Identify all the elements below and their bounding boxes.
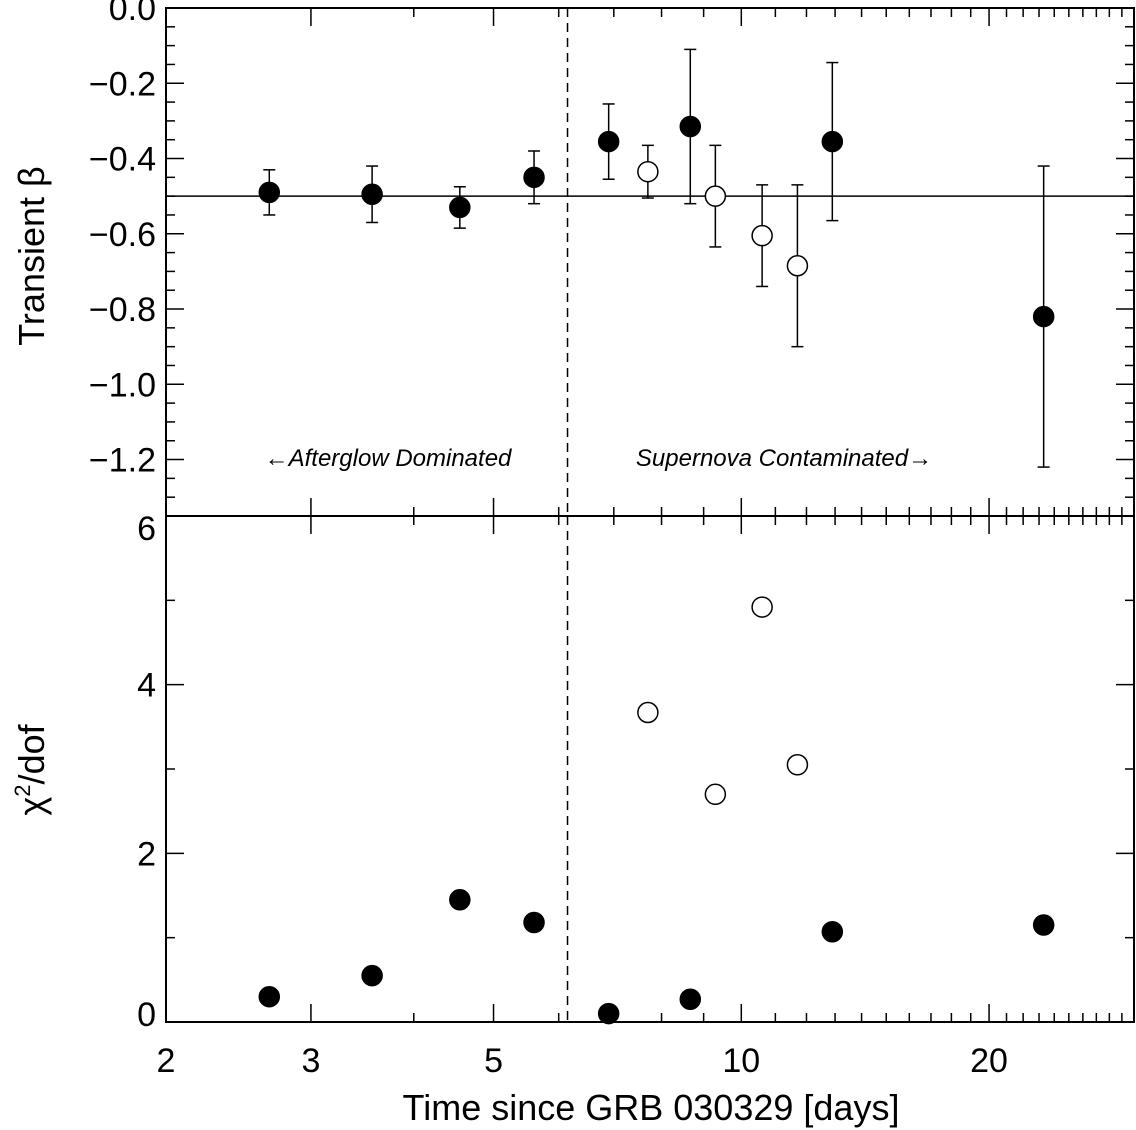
bottom-open-point xyxy=(637,701,659,724)
bottom-filled-point xyxy=(821,921,844,943)
top-plot-frame xyxy=(165,7,1135,517)
bottom-filled-point xyxy=(361,964,383,987)
top-filled-point xyxy=(679,115,702,138)
x-tick-label: 20 xyxy=(970,1042,1008,1080)
bottom-filled-point xyxy=(1032,914,1055,936)
top-filled-point xyxy=(361,183,383,206)
x-axis-title: Time since GRB 030329 [days] xyxy=(403,1087,900,1128)
bottom-filled-point xyxy=(597,1002,620,1025)
annotation-afterglow: ←Afterglow Dominated xyxy=(265,445,512,472)
top-panel: 0.0 −0.2 −0.4 −0.6 −0.8 −1.0 −1.2 xyxy=(89,0,1135,517)
top-filled-point xyxy=(597,130,620,153)
top-y-tick-label: −0.2 xyxy=(89,65,156,103)
bottom-y-tick-label: 2 xyxy=(137,835,156,873)
bottom-filled-point xyxy=(258,985,281,1008)
bottom-open-point xyxy=(704,783,727,806)
x-tick-label: 2 xyxy=(157,1042,176,1080)
bottom-filled-point xyxy=(449,888,471,911)
bottom-filled-point xyxy=(679,988,702,1010)
top-y-tick-label: −0.8 xyxy=(89,291,156,329)
bottom-y-axis-title: χ2/dof xyxy=(10,723,52,815)
top-open-point xyxy=(786,255,809,277)
x-tick-label: 3 xyxy=(301,1042,320,1080)
top-open-point xyxy=(637,160,659,183)
bottom-plot-frame xyxy=(165,515,1135,1023)
x-tick-label: 10 xyxy=(722,1042,760,1080)
bottom-y-tick-label: 6 xyxy=(137,510,156,548)
top-filled-point xyxy=(258,181,281,204)
top-y-tick-label: −0.6 xyxy=(89,216,156,254)
top-filled-point xyxy=(449,196,471,219)
bottom-filled-point xyxy=(523,911,545,934)
bottom-open-point xyxy=(786,754,809,776)
top-filled-point xyxy=(1032,305,1055,328)
top-open-point xyxy=(704,185,727,207)
top-y-axis-title: Transient β xyxy=(11,166,52,345)
top-y-tick-label: −1.2 xyxy=(89,442,156,480)
annotation-supernova: Supernova Contaminated→ xyxy=(636,445,932,472)
top-filled-point xyxy=(821,130,844,153)
top-open-point xyxy=(751,224,773,247)
bottom-y-tick-label: 4 xyxy=(137,667,156,705)
bottom-open-point xyxy=(751,596,773,618)
top-y-tick-label: −1.0 xyxy=(89,366,156,404)
x-tick-label: 5 xyxy=(484,1042,503,1080)
bottom-y-tick-label: 0 xyxy=(137,996,156,1034)
top-y-tick-label: −0.4 xyxy=(89,141,156,179)
top-filled-point xyxy=(523,166,545,189)
top-y-tick-label: 0.0 xyxy=(109,0,156,28)
